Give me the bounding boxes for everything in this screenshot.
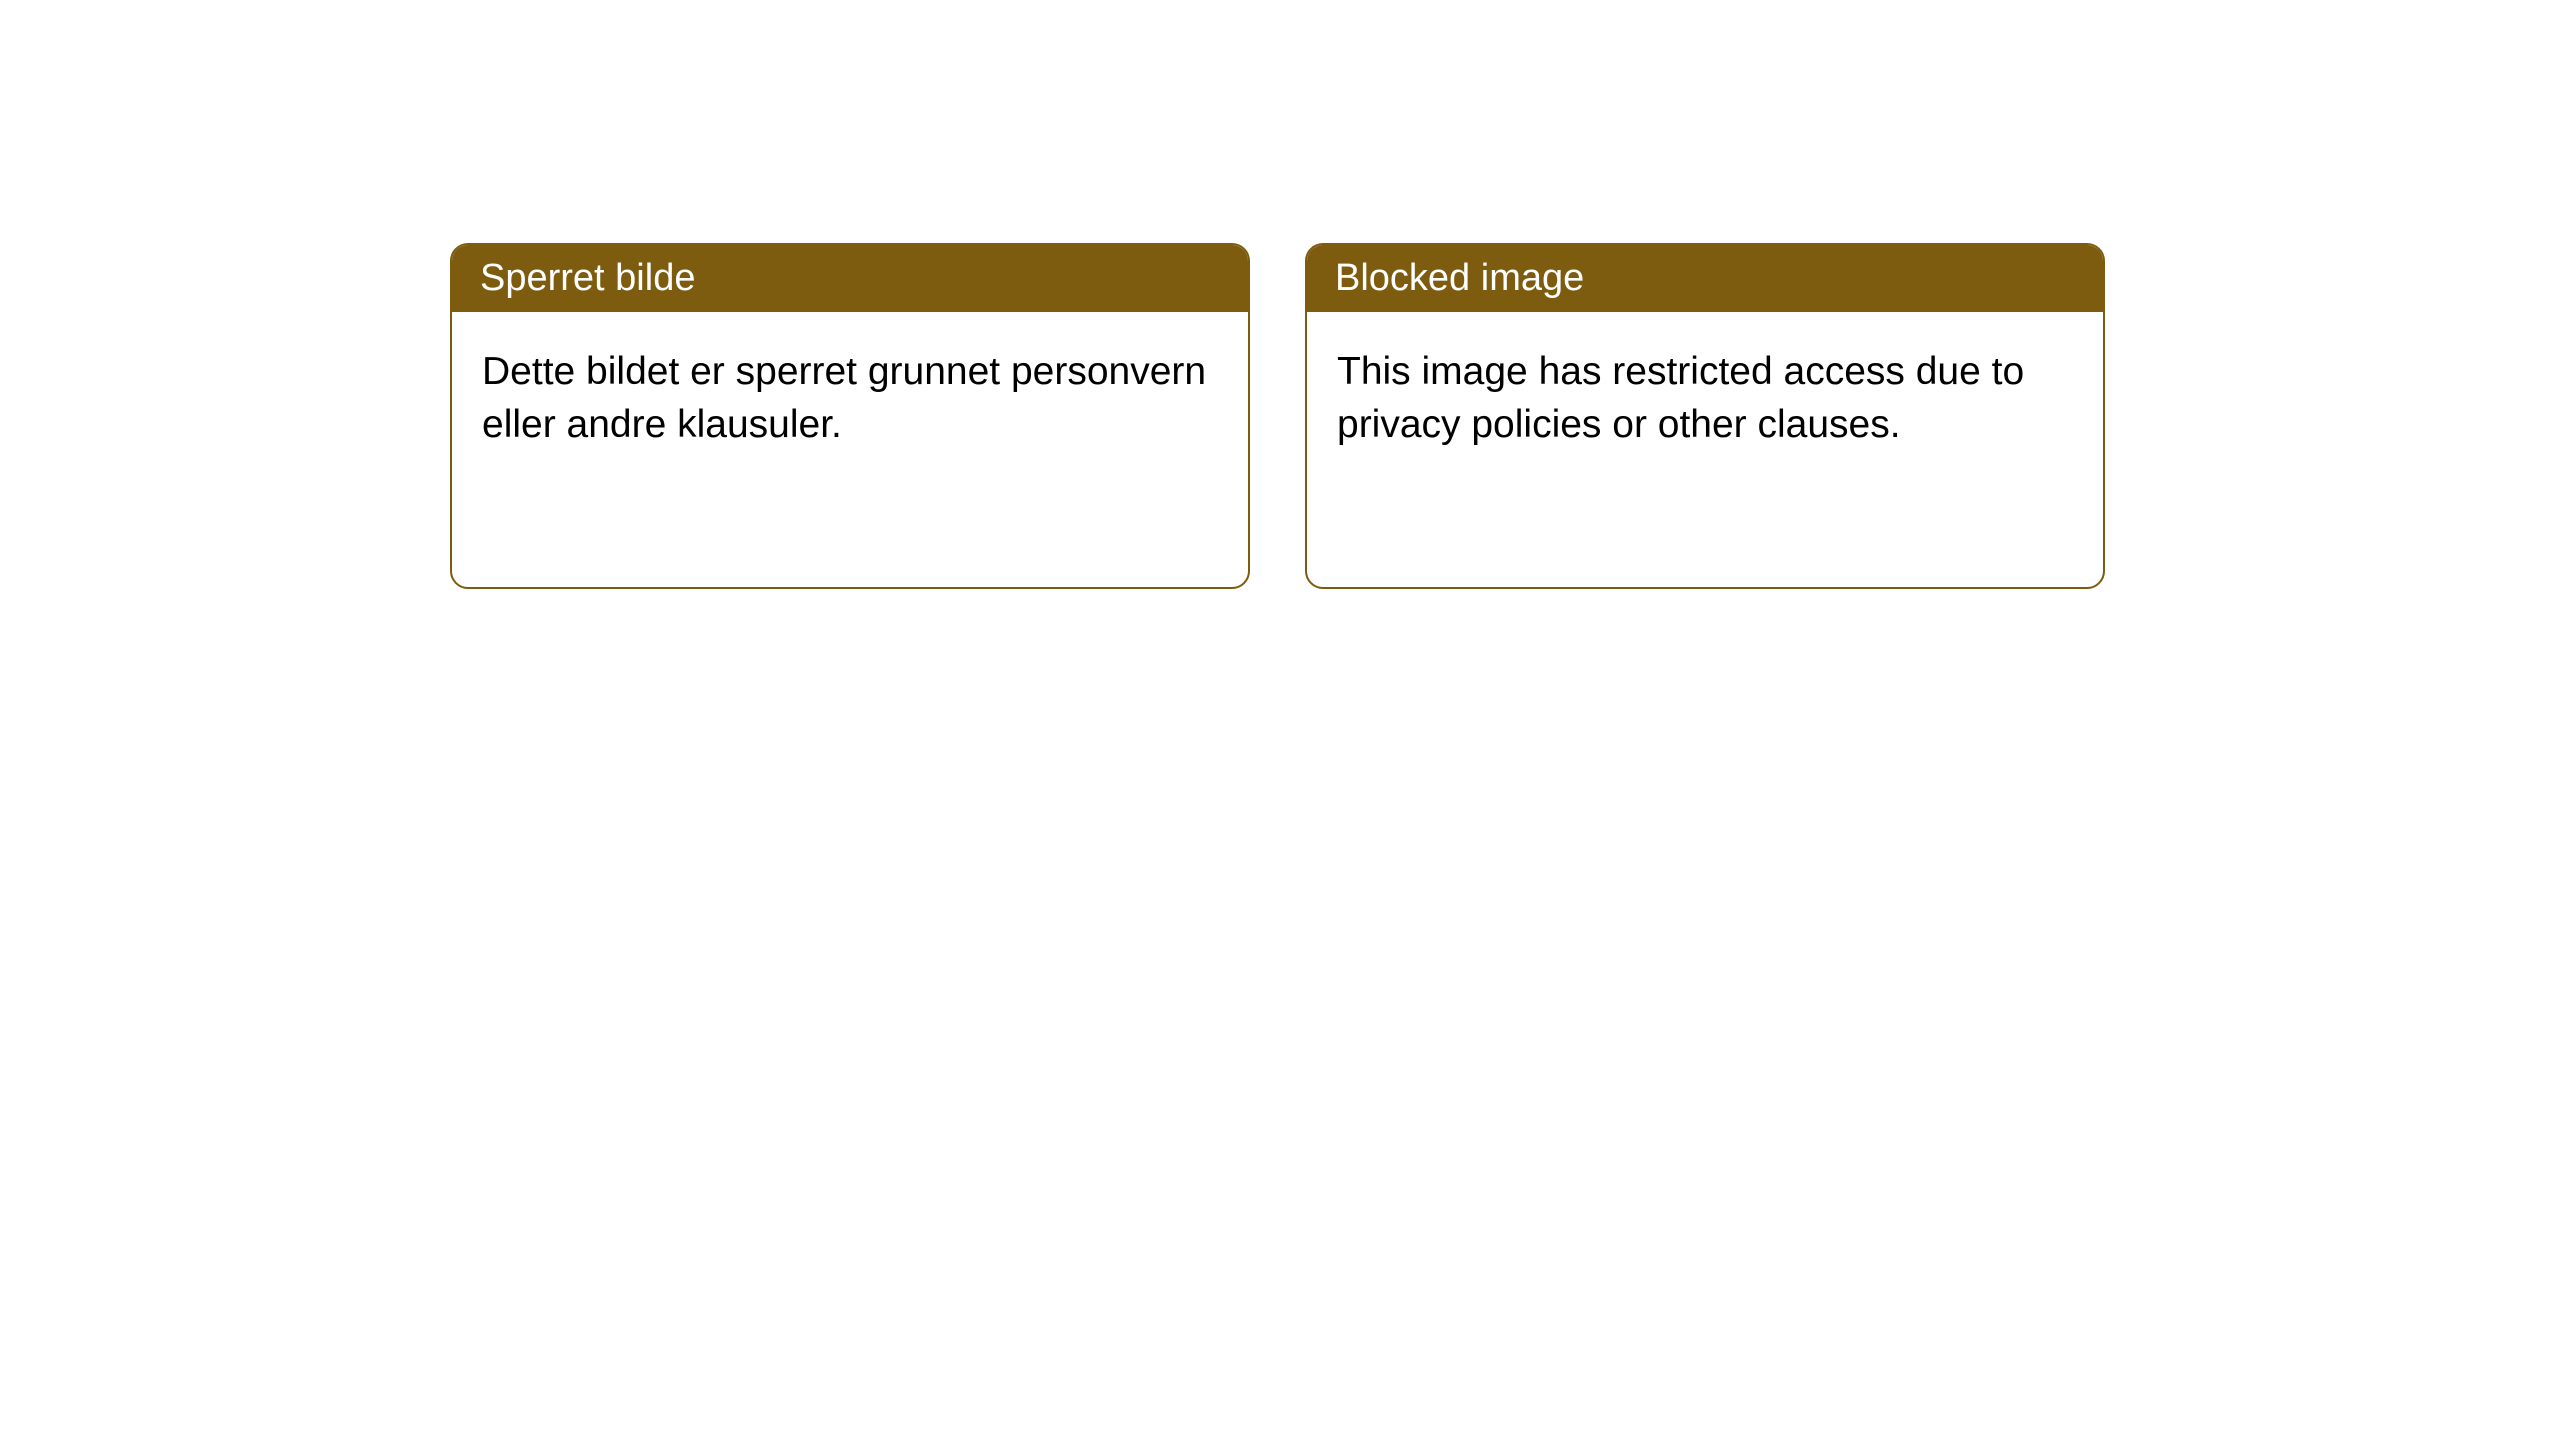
card-header: Blocked image — [1307, 245, 2103, 312]
card-body: This image has restricted access due to … — [1307, 312, 2103, 587]
card-title: Sperret bilde — [480, 257, 695, 299]
card-title: Blocked image — [1335, 257, 1584, 299]
card-body-text: This image has restricted access due to … — [1337, 350, 2024, 446]
card-body: Dette bildet er sperret grunnet personve… — [452, 312, 1248, 587]
notice-card-english: Blocked image This image has restricted … — [1305, 243, 2105, 589]
card-header: Sperret bilde — [452, 245, 1248, 312]
card-body-text: Dette bildet er sperret grunnet personve… — [482, 350, 1206, 446]
notice-container: Sperret bilde Dette bildet er sperret gr… — [450, 243, 2105, 589]
notice-card-norwegian: Sperret bilde Dette bildet er sperret gr… — [450, 243, 1250, 589]
